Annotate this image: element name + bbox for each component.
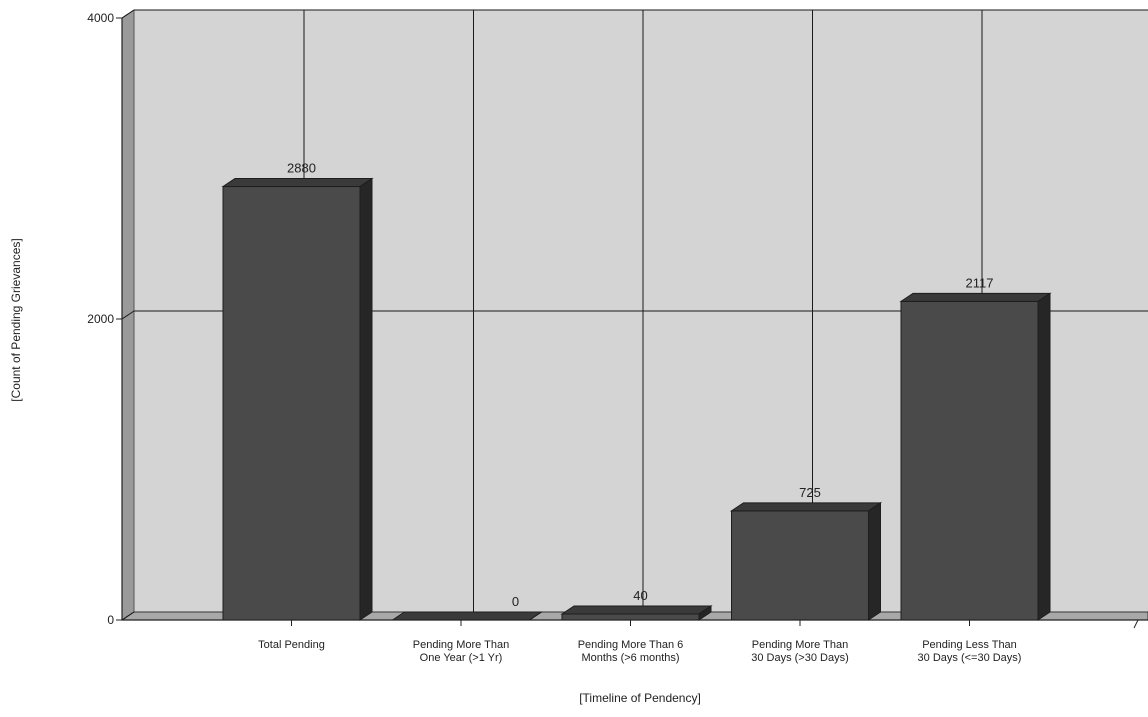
bar — [731, 510, 869, 621]
bar — [900, 300, 1039, 621]
bar-top — [560, 605, 713, 615]
x-tick-label-line: One Year (>1 Yr) — [420, 652, 503, 664]
y-tick-label: 2000 — [87, 312, 114, 326]
x-tick-label: Total Pending — [258, 639, 325, 651]
bar-side — [868, 501, 881, 621]
data-label: 0 — [512, 594, 519, 609]
x-axis-title: [Timeline of Pendency] — [579, 691, 701, 705]
y-axis-title: [Count of Pending Grievances] — [9, 238, 23, 401]
x-tick-label-line: 30 Days (<=30 Days) — [918, 652, 1022, 664]
x-tick-label-line: Pending More Than — [413, 639, 509, 651]
bar-top — [390, 611, 544, 621]
grid-line-side — [121, 611, 135, 621]
x-tick-label: Pending Less Than 30 Days (<=30 Days) — [918, 639, 1022, 664]
x-tick-label: Pending More Than 30 Days (>30 Days) — [751, 639, 849, 664]
x-tick-label-line: Months (>6 months) — [581, 652, 679, 664]
bar — [222, 186, 361, 621]
x-tick-label-line: Total Pending — [258, 639, 325, 651]
x-tick-mark — [1133, 619, 1139, 629]
data-label: 2880 — [287, 161, 316, 176]
bar — [561, 613, 700, 621]
grid-line-side — [121, 9, 135, 19]
x-tick-label-line: Pending More Than — [752, 639, 848, 651]
x-tick-label: Pending More Than One Year (>1 Yr) — [413, 639, 509, 664]
x-tick-label-line: Pending More Than 6 — [578, 639, 684, 651]
bar-side — [529, 611, 542, 621]
x-tick-label: Pending More Than 6 Months (>6 months) — [578, 639, 684, 664]
bar-top — [899, 292, 1052, 302]
y-tick-label: 0 — [107, 613, 114, 627]
y-tick-label: 4000 — [87, 11, 114, 25]
bar-side — [698, 605, 712, 621]
bar-top — [729, 502, 883, 512]
grid-line-side — [121, 310, 135, 320]
data-label: 40 — [633, 588, 647, 603]
data-label: 2117 — [966, 275, 994, 290]
bar-top — [221, 178, 374, 188]
bar-side — [1037, 292, 1051, 621]
x-tick-label-line: 30 Days (>30 Days) — [751, 652, 849, 664]
x-tick-label-line: Pending Less Than — [922, 639, 1017, 651]
data-label: 725 — [799, 485, 821, 500]
bar-side — [359, 177, 373, 621]
